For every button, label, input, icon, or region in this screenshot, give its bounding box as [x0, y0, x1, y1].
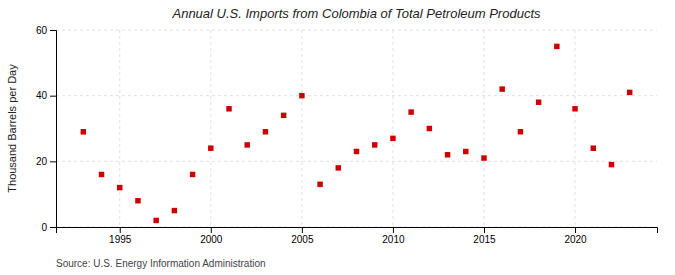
tick: 1995	[109, 227, 132, 245]
tick-label: 1995	[109, 234, 132, 245]
point	[208, 145, 213, 150]
grid-line	[483, 30, 484, 227]
axis-line	[50, 31, 57, 228]
tick: 20	[36, 156, 56, 167]
point	[117, 185, 122, 190]
chart: 1995 2000 2005 2010 2015 2020 0 20 40 60 Annual U.…	[0, 0, 675, 275]
point	[172, 208, 177, 213]
tick-mark	[120, 227, 121, 233]
tick-label: 2000	[200, 234, 223, 245]
tick-mark	[50, 96, 56, 97]
grid-line	[119, 30, 120, 227]
y-axis: 0 20 40 60	[36, 25, 57, 233]
grid-line	[301, 30, 302, 227]
x-axis: 1995 2000 2005 2010 2015 2020	[57, 227, 658, 245]
tick-mark	[50, 161, 56, 162]
annotation: Source: U.S. Energy Information Administ…	[56, 258, 266, 269]
tick-label: 2010	[382, 234, 405, 245]
tick-label: 2020	[564, 234, 587, 245]
tick-label: 2005	[291, 234, 314, 245]
point	[372, 142, 377, 147]
point	[627, 90, 632, 95]
plot-area: 1995 2000 2005 2010 2015 2020 0 20 40 60	[36, 25, 658, 245]
tick-label: 60	[36, 25, 48, 36]
point	[299, 93, 304, 98]
tick: 0	[41, 222, 56, 233]
grid-line	[575, 30, 576, 227]
grid	[56, 30, 657, 227]
point	[591, 145, 596, 150]
tick-mark	[302, 227, 303, 233]
point	[554, 44, 559, 49]
tick-mark	[484, 227, 485, 233]
grid-line	[210, 30, 211, 227]
point	[226, 106, 231, 111]
tick: 40	[36, 90, 56, 101]
tick: 2015	[473, 227, 496, 245]
point	[427, 126, 432, 131]
tick: 2000	[200, 227, 223, 245]
point	[153, 218, 158, 223]
point	[317, 182, 322, 187]
tick-label: 40	[36, 90, 48, 101]
tick-mark	[211, 227, 212, 233]
point	[572, 106, 577, 111]
point	[445, 152, 450, 157]
tick: 2005	[291, 227, 314, 245]
grid-line	[392, 30, 393, 227]
point	[463, 149, 468, 154]
point	[499, 86, 504, 91]
point	[135, 198, 140, 203]
tick-mark	[393, 227, 394, 233]
grid-line	[56, 161, 657, 162]
point	[336, 165, 341, 170]
tick-mark	[50, 30, 56, 31]
title: Annual U.S. Imports from Colombia of Tot…	[171, 6, 541, 21]
tick-mark	[575, 227, 576, 233]
point	[408, 109, 413, 114]
axis-line	[57, 228, 658, 234]
tick-mark	[50, 227, 56, 228]
point	[99, 172, 104, 177]
tick-label: 20	[36, 156, 48, 167]
grid-line	[56, 95, 657, 96]
point	[609, 162, 614, 167]
tick: 60	[36, 25, 56, 36]
point	[536, 99, 541, 104]
tick: 2010	[382, 227, 405, 245]
tick-label: 0	[41, 222, 47, 233]
marks	[81, 44, 633, 223]
point	[281, 113, 286, 118]
point	[244, 142, 249, 147]
point	[481, 155, 486, 160]
point	[190, 172, 195, 177]
point	[518, 129, 523, 134]
y-axis-title: Thousand Barrels per Day	[6, 64, 18, 193]
tick-label: 2015	[473, 234, 496, 245]
tick: 2020	[564, 227, 587, 245]
point	[263, 129, 268, 134]
grid-line	[56, 30, 657, 31]
point	[81, 129, 86, 134]
point	[390, 136, 395, 141]
point	[354, 149, 359, 154]
